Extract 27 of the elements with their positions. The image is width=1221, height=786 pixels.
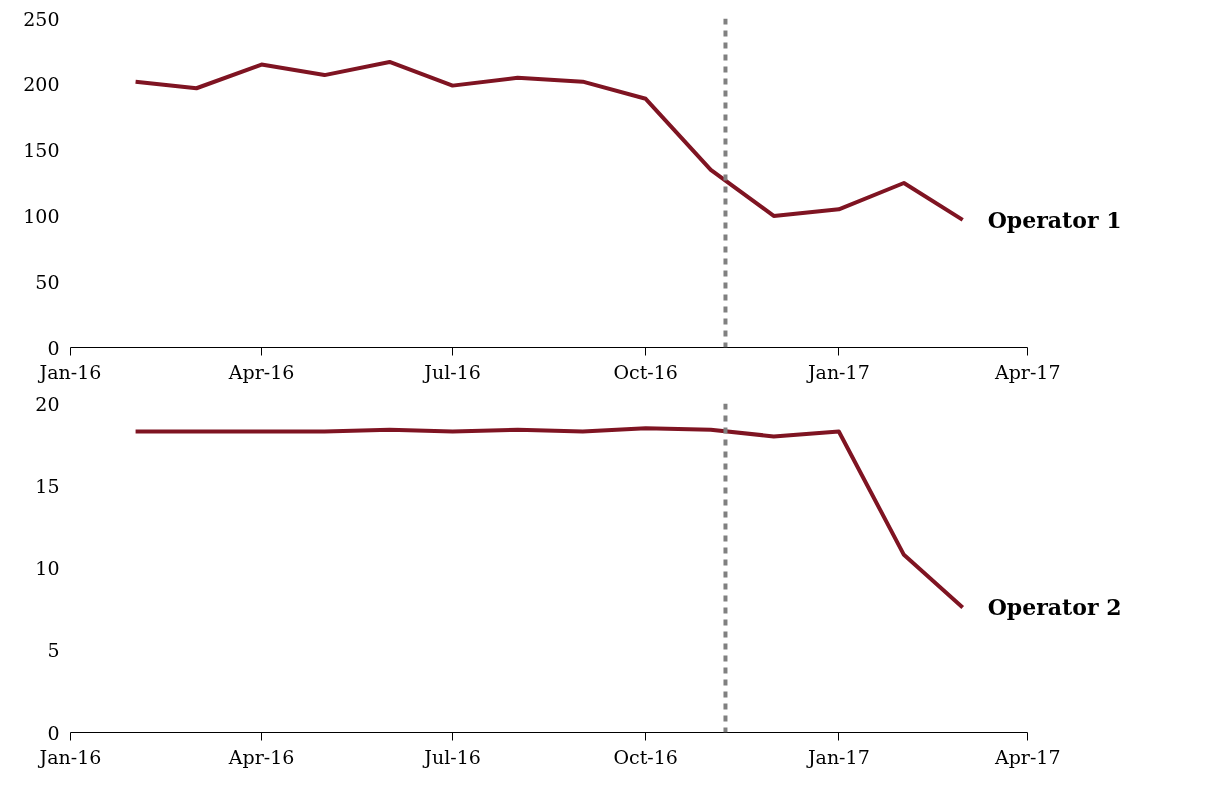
y-tick-label: 10 bbox=[35, 557, 60, 579]
x-tick-label: Jul-16 bbox=[422, 745, 481, 768]
x-tick-label: Apr-16 bbox=[227, 360, 295, 383]
x-tick-label: Jul-16 bbox=[422, 360, 481, 383]
y-tick-label: 250 bbox=[23, 7, 60, 30]
x-tick-label: Apr-17 bbox=[993, 745, 1061, 768]
y-tick-label: 5 bbox=[47, 639, 60, 662]
y-tick-label: 150 bbox=[23, 139, 60, 162]
x-tick-label: Oct-16 bbox=[613, 360, 678, 383]
x-tick-label: Jan-17 bbox=[805, 745, 870, 768]
y-tick-label: 100 bbox=[23, 204, 60, 227]
series-label: Operator 1 bbox=[987, 206, 1122, 233]
x-tick-label: Apr-16 bbox=[227, 745, 295, 768]
x-tick-label: Apr-17 bbox=[993, 360, 1061, 383]
series-label: Operator 2 bbox=[987, 594, 1122, 621]
line-series bbox=[133, 59, 965, 222]
y-tick-label: 15 bbox=[35, 474, 60, 497]
x-tick-label: Jan-16 bbox=[37, 360, 102, 383]
x-tick-label: Jan-16 bbox=[37, 745, 102, 768]
x-tick-label: Oct-16 bbox=[613, 745, 678, 768]
x-tick-label: Jan-17 bbox=[805, 360, 870, 383]
line-series bbox=[133, 426, 965, 610]
y-tick-label: 0 bbox=[47, 336, 60, 359]
y-tick-label: 0 bbox=[47, 721, 60, 744]
y-tick-label: 50 bbox=[35, 270, 60, 293]
y-tick-label: 200 bbox=[23, 73, 60, 96]
y-tick-label: 20 bbox=[35, 392, 60, 415]
